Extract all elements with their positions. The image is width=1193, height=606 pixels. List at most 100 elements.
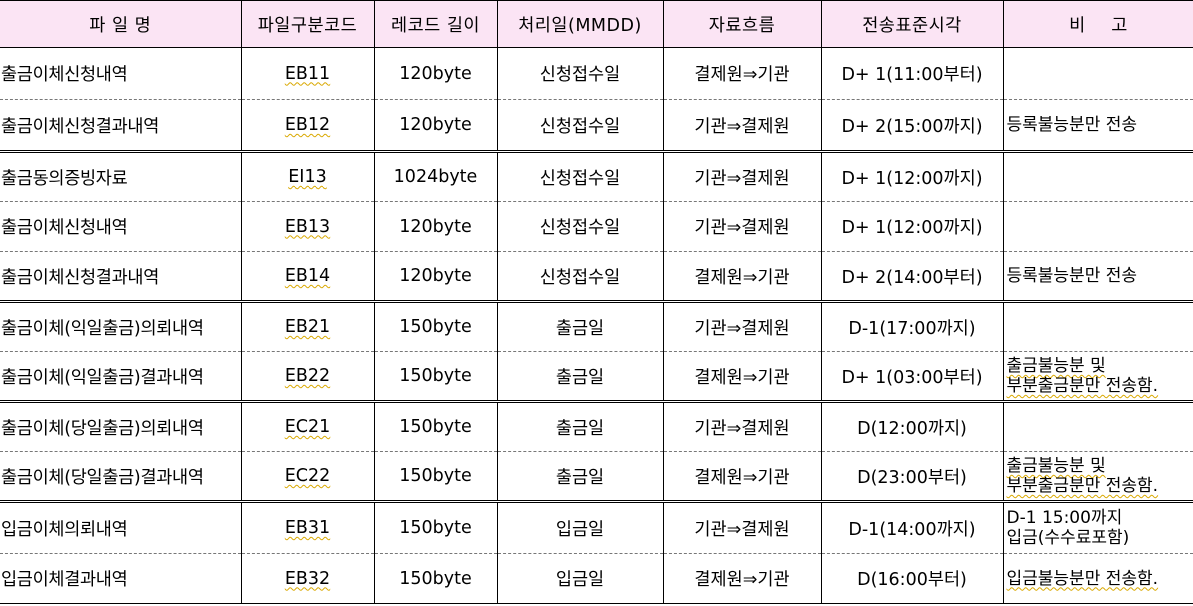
note-cell <box>1003 47 1193 100</box>
record-length-cell: 120byte <box>374 251 498 303</box>
transfer-time-cell: D-1(17:00까지) <box>821 301 1004 352</box>
record-length-cell: 150byte <box>374 301 498 352</box>
file-code-cell: EB31 <box>241 501 375 554</box>
file-code-cell: EB11 <box>241 47 375 100</box>
transfer-time-cell: D(16:00부터) <box>821 553 1004 604</box>
data-flow-cell: 결제원⇒기관 <box>663 251 822 303</box>
data-flow-cell: 결제원⇒기관 <box>663 451 822 503</box>
note-line: D-1 15:00까지 입금(수수료포함) <box>1006 508 1130 548</box>
process-day-cell: 출금일 <box>497 351 664 403</box>
note-cell <box>1003 151 1193 202</box>
note-line: 출금불능분 및 부분출금분만 전송함. <box>1006 456 1159 496</box>
record-length-cell: 120byte <box>374 99 498 153</box>
file-code-cell: EI13 <box>241 151 375 202</box>
transfer-time-cell: D(23:00부터) <box>821 451 1004 503</box>
data-flow-cell: 기관⇒결제원 <box>663 501 822 554</box>
file-name-cell: 출금이체(익일출금)결과내역 <box>0 351 242 403</box>
data-flow-cell: 기관⇒결제원 <box>663 151 822 202</box>
file-code-cell: EC21 <box>241 401 375 452</box>
transfer-time-cell: D+ 1(11:00부터) <box>821 47 1004 100</box>
record-length-cell: 1024byte <box>374 151 498 202</box>
process-day-cell: 출금일 <box>497 401 664 452</box>
record-length-cell: 150byte <box>374 401 498 452</box>
header-process-day: 처리일(MMDD) <box>497 0 664 48</box>
header-file-name: 파 일 명 <box>0 0 242 48</box>
record-length-cell: 150byte <box>374 351 498 403</box>
table-row: 출금이체(당일출금)결과내역 EC22 150byte 출금일 결제원⇒기관 D… <box>0 451 1193 503</box>
data-flow-cell: 결제원⇒기관 <box>663 47 822 100</box>
file-name-cell: 출금이체신청결과내역 <box>0 251 242 303</box>
process-day-cell: 입금일 <box>497 501 664 554</box>
process-day-cell: 신청접수일 <box>497 47 664 100</box>
note-cell: 등록불능분만 전송 <box>1003 99 1193 153</box>
file-name-cell: 입금이체의뢰내역 <box>0 501 242 554</box>
transfer-time-cell: D+ 2(15:00까지) <box>821 99 1004 153</box>
transfer-time-cell: D+ 1(03:00부터) <box>821 351 1004 403</box>
process-day-cell: 신청접수일 <box>497 251 664 303</box>
file-name-cell: 출금이체신청내역 <box>0 201 242 252</box>
note-cell <box>1003 301 1193 352</box>
record-length-cell: 120byte <box>374 201 498 252</box>
header-record-length: 레코드 길이 <box>374 0 498 48</box>
note-cell: 출금불능분 및 부분출금분만 전송함. <box>1003 451 1193 503</box>
table-row: 출금이체신청내역 EB13 120byte 신청접수일 기관⇒결제원 D+ 1(… <box>0 201 1193 252</box>
table-row: 입금이체의뢰내역 EB31 150byte 입금일 기관⇒결제원 D-1(14:… <box>0 501 1193 554</box>
table-row: 출금이체신청결과내역 EB12 120byte 신청접수일 기관⇒결제원 D+ … <box>0 99 1193 153</box>
header-data-flow: 자료흐름 <box>663 0 822 48</box>
transfer-time-cell: D-1(14:00까지) <box>821 501 1004 554</box>
file-name-cell: 출금이체(당일출금)결과내역 <box>0 451 242 503</box>
file-name-cell: 출금이체신청내역 <box>0 47 242 100</box>
header-note: 비고 <box>1003 0 1193 48</box>
data-flow-cell: 기관⇒결제원 <box>663 99 822 153</box>
transfer-time-cell: D+ 1(12:00까지) <box>821 201 1004 252</box>
file-code-cell: EB12 <box>241 99 375 153</box>
record-length-cell: 150byte <box>374 451 498 503</box>
file-name-cell: 출금동의증빙자료 <box>0 151 242 202</box>
transfer-time-cell: D+ 2(14:00부터) <box>821 251 1004 303</box>
header-transfer-time: 전송표준시각 <box>821 0 1004 48</box>
file-name-cell: 입금이체결과내역 <box>0 553 242 604</box>
process-day-cell: 출금일 <box>497 451 664 503</box>
process-day-cell: 입금일 <box>497 553 664 604</box>
table-row: 출금이체신청내역 EB11 120byte 신청접수일 결제원⇒기관 D+ 1(… <box>0 47 1193 100</box>
note-line: 출금불능분 및 부분출금분만 전송함. <box>1006 356 1159 396</box>
note-cell: D-1 15:00까지 입금(수수료포함) <box>1003 501 1193 554</box>
process-day-cell: 출금일 <box>497 301 664 352</box>
file-code-cell: EB13 <box>241 201 375 252</box>
file-code-cell: EC22 <box>241 451 375 503</box>
note-cell: 등록불능분만 전송 <box>1003 251 1193 303</box>
note-cell <box>1003 401 1193 452</box>
data-flow-cell: 기관⇒결제원 <box>663 301 822 352</box>
file-name-cell: 출금이체신청결과내역 <box>0 99 242 153</box>
header-file-code: 파일구분코드 <box>241 0 375 48</box>
table-row: 출금이체(익일출금)결과내역 EB22 150byte 출금일 결제원⇒기관 D… <box>0 351 1193 403</box>
table-row: 출금이체(당일출금)의뢰내역 EC21 150byte 출금일 기관⇒결제원 D… <box>0 401 1193 452</box>
data-flow-cell: 결제원⇒기관 <box>663 553 822 604</box>
record-length-cell: 120byte <box>374 47 498 100</box>
transfer-time-cell: D(12:00까지) <box>821 401 1004 452</box>
note-cell: 출금불능분 및 부분출금분만 전송함. <box>1003 351 1193 403</box>
data-flow-cell: 결제원⇒기관 <box>663 351 822 403</box>
process-day-cell: 신청접수일 <box>497 151 664 202</box>
data-flow-cell: 기관⇒결제원 <box>663 201 822 252</box>
note-line: 입금불능분만 전송함. <box>1006 568 1159 589</box>
header-row: 파 일 명 파일구분코드 레코드 길이 처리일(MMDD) 자료흐름 전송표준시… <box>0 0 1193 48</box>
note-cell: 입금불능분만 전송함. <box>1003 553 1193 604</box>
table-row: 입금이체결과내역 EB32 150byte 입금일 결제원⇒기관 D(16:00… <box>0 553 1193 604</box>
record-length-cell: 150byte <box>374 501 498 554</box>
process-day-cell: 신청접수일 <box>497 201 664 252</box>
process-day-cell: 신청접수일 <box>497 99 664 153</box>
file-code-cell: EB22 <box>241 351 375 403</box>
table-row: 출금이체신청결과내역 EB14 120byte 신청접수일 결제원⇒기관 D+ … <box>0 251 1193 303</box>
record-length-cell: 150byte <box>374 553 498 604</box>
note-cell <box>1003 201 1193 252</box>
table-row: 출금이체(익일출금)의뢰내역 EB21 150byte 출금일 기관⇒결제원 D… <box>0 301 1193 352</box>
file-name-cell: 출금이체(당일출금)의뢰내역 <box>0 401 242 452</box>
transfer-time-cell: D+ 1(12:00까지) <box>821 151 1004 202</box>
file-code-cell: EB14 <box>241 251 375 303</box>
file-name-cell: 출금이체(익일출금)의뢰내역 <box>0 301 242 352</box>
table-row: 출금동의증빙자료 EI13 1024byte 신청접수일 기관⇒결제원 D+ 1… <box>0 151 1193 202</box>
data-flow-cell: 기관⇒결제원 <box>663 401 822 452</box>
file-code-cell: EB21 <box>241 301 375 352</box>
